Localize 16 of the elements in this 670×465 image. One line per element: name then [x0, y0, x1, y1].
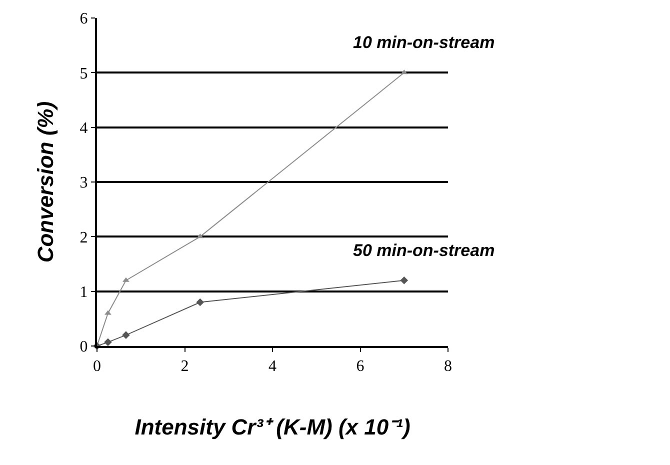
- x-tick-label: 2: [180, 358, 189, 376]
- y-tick-label: 4: [80, 120, 88, 137]
- y-tick-label: 1: [80, 284, 88, 301]
- x-tick-label: 0: [93, 358, 101, 376]
- series-label: 50 min-on-stream: [353, 241, 495, 260]
- y-tick-label: 2: [80, 229, 88, 246]
- x-tick-label: 8: [444, 358, 452, 376]
- x-axis-title: Intensity Cr³⁺ (K-M) (x 10⁻¹): [134, 414, 410, 440]
- series-label: 10 min-on-stream: [353, 33, 495, 52]
- y-tick-label: 5: [80, 65, 88, 82]
- x-tick-label: 4: [268, 358, 276, 376]
- y-axis-title: Conversion (%): [33, 101, 58, 263]
- y-tick-label: 3: [80, 174, 88, 192]
- y-tick-label: 0: [80, 338, 88, 356]
- y-tick-label: 6: [80, 10, 88, 28]
- x-tick-label: 6: [356, 358, 364, 376]
